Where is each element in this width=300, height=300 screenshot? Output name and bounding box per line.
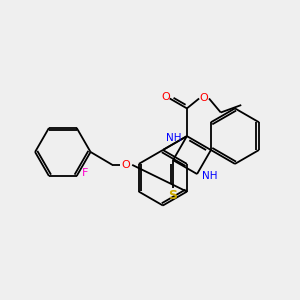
- Text: NH: NH: [202, 171, 218, 181]
- Text: O: O: [161, 92, 170, 101]
- Text: O: O: [200, 94, 208, 103]
- Text: O: O: [122, 160, 130, 170]
- Text: F: F: [82, 168, 88, 178]
- Text: S: S: [169, 189, 178, 202]
- Text: NH: NH: [167, 133, 182, 143]
